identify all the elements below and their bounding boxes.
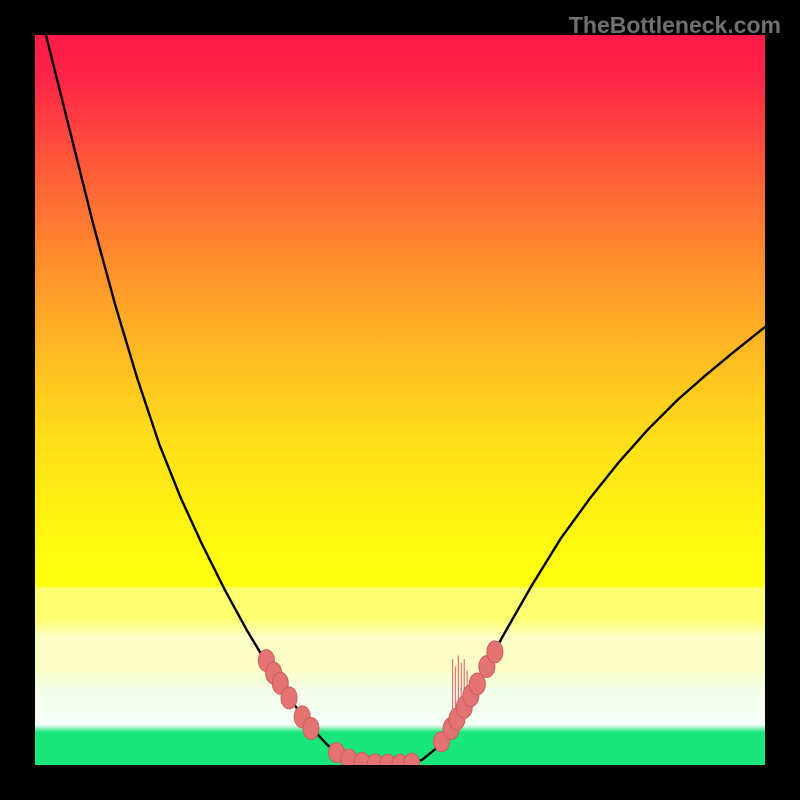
data-marker: [281, 687, 297, 709]
chart-frame: TheBottleneck.com: [0, 0, 800, 800]
chart-svg: [35, 35, 765, 765]
watermark-text: TheBottleneck.com: [569, 12, 781, 39]
plot-area: [35, 35, 765, 765]
data-marker: [303, 718, 319, 740]
data-marker: [487, 641, 503, 663]
